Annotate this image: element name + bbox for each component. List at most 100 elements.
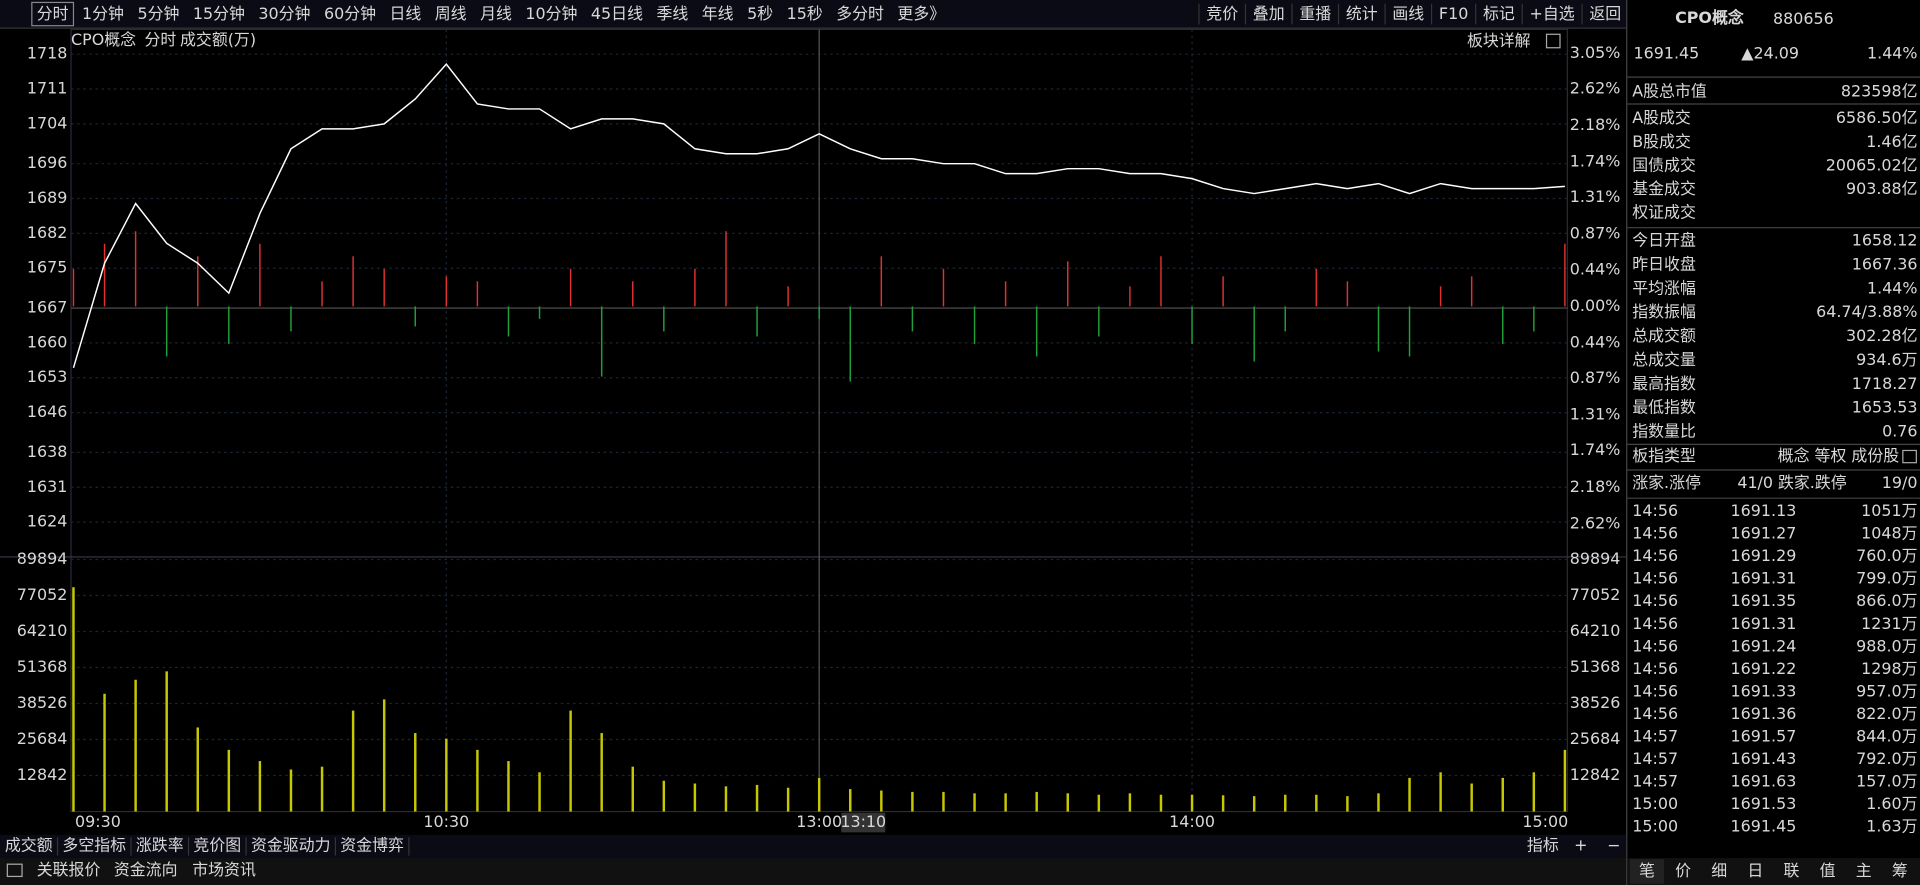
type-icon[interactable] (1902, 449, 1917, 464)
trade-price: 1691.31 (1731, 569, 1797, 588)
y2-tick-label: 2.18% (1570, 115, 1621, 134)
period-tab[interactable]: 日线 (389, 4, 421, 23)
flow-bar (694, 268, 696, 307)
indicator-tab[interactable]: 资金博弈 (340, 835, 404, 854)
volume-bar (165, 671, 168, 812)
y2-tick-label: 3.05% (1570, 43, 1621, 62)
indicator-tool[interactable]: − (1607, 835, 1620, 854)
indicator-tab[interactable]: 涨跌率 (136, 835, 184, 854)
volume-bar (414, 733, 417, 812)
period-tab[interactable]: 5分钟 (137, 4, 179, 23)
flow-bar (1253, 306, 1255, 362)
period-tab[interactable]: 5秒 (747, 4, 773, 23)
volume-bar (1221, 795, 1225, 812)
flow-bar (973, 306, 976, 344)
indicator-tab[interactable]: 成交额 (5, 835, 53, 854)
trade-amount: 866.0万 (1856, 591, 1917, 610)
volume-bar (538, 772, 541, 812)
side-tab[interactable]: 筹 (1892, 861, 1908, 880)
period-tab[interactable]: 季线 (656, 4, 688, 23)
period-tab[interactable]: 30分钟 (258, 4, 310, 23)
tool-button[interactable]: 画线 (1392, 4, 1424, 23)
trade-amount: 822.0万 (1856, 704, 1917, 723)
volume-bar (1470, 783, 1473, 812)
period-tab[interactable]: 45日线 (591, 4, 643, 23)
tool-button[interactable]: 竞价 (1206, 4, 1238, 23)
y-tick-label: 1624 (27, 512, 67, 531)
tool-button[interactable]: 叠加 (1253, 4, 1285, 23)
period-tab[interactable]: 10分钟 (525, 4, 577, 23)
trade-amount: 1048万 (1861, 524, 1917, 543)
flow-bar (352, 256, 354, 307)
cursor-label: 13:10 (840, 812, 886, 831)
indicator-tab[interactable]: 竞价图 (193, 835, 241, 854)
volume-bar (1377, 793, 1380, 812)
trade-time: 14:57 (1632, 726, 1678, 745)
flow-bar (632, 281, 634, 307)
side-tab[interactable]: 日 (1747, 861, 1763, 880)
side-tab[interactable]: 主 (1856, 861, 1872, 880)
tool-button[interactable]: +自选 (1530, 4, 1575, 23)
flow-bar (103, 243, 106, 307)
period-tab[interactable]: 分时 (37, 4, 69, 23)
indicator-tool[interactable]: + (1574, 835, 1587, 854)
trade-price: 1691.33 (1731, 681, 1797, 700)
y-tick-label: 1704 (27, 113, 67, 132)
detail-icon[interactable] (1545, 33, 1561, 49)
flow-bar (911, 306, 914, 332)
tool-button[interactable]: 统计 (1346, 4, 1378, 23)
x-tick-label: 13:00 (796, 812, 842, 831)
indicator-bar-bg (0, 834, 1627, 859)
side-tab[interactable]: 联 (1783, 861, 1799, 880)
volume-bar (196, 727, 199, 812)
tool-button[interactable]: 重播 (1299, 4, 1331, 23)
tool-button[interactable]: 返回 (1589, 4, 1621, 23)
footer-bg (0, 858, 1627, 885)
volume-bar (258, 761, 262, 812)
flow-bar (1408, 306, 1411, 357)
period-tab[interactable]: 15秒 (787, 4, 823, 23)
side-tab[interactable]: 值 (1820, 861, 1836, 880)
period-tab[interactable]: 多分时 (836, 4, 884, 23)
footer-tab[interactable]: 市场资讯 (192, 860, 256, 879)
flow-bar (1067, 261, 1069, 307)
footer-icon[interactable] (6, 863, 23, 878)
volume-bar (755, 784, 759, 812)
flow-bar (1191, 306, 1193, 344)
trade-amount: 1.63万 (1866, 816, 1917, 835)
side-tab[interactable]: 细 (1711, 861, 1727, 880)
volume-bar (1190, 794, 1194, 812)
period-tab[interactable]: 年线 (702, 4, 734, 23)
indicator-tab[interactable]: 多空指标 (62, 835, 126, 854)
indicator-tool[interactable]: 指标 (1527, 835, 1559, 854)
flow-bar (569, 268, 572, 307)
y2-tick-label: 0.44% (1570, 259, 1621, 278)
x-tick-label: 10:30 (423, 812, 469, 831)
period-tab[interactable]: 60分钟 (324, 4, 376, 23)
stat-value: 19/0 (1882, 473, 1918, 492)
period-tab[interactable]: 月线 (480, 4, 512, 23)
flow-bar (942, 268, 945, 307)
tool-button[interactable]: F10 (1439, 4, 1468, 23)
trade-time: 14:56 (1632, 569, 1678, 588)
y2-tick-label: 0.00% (1570, 296, 1621, 315)
indicator-tab[interactable]: 资金驱动力 (251, 835, 331, 854)
stat-label: 基金成交 (1632, 179, 1696, 198)
stat-value: 903.88亿 (1846, 179, 1918, 198)
trade-price: 1691.45 (1731, 816, 1797, 835)
flow-bar (538, 306, 541, 319)
period-tab[interactable]: 1分钟 (82, 4, 124, 23)
trade-amount: 799.0万 (1856, 569, 1917, 588)
volume-tick-label: 51368 (17, 657, 68, 676)
footer-tab[interactable]: 关联报价 (37, 860, 101, 879)
side-tab[interactable]: 价 (1675, 861, 1691, 880)
volume-bar (1439, 772, 1442, 812)
tool-button[interactable]: 标记 (1483, 4, 1515, 23)
period-tab[interactable]: 更多》 (897, 4, 945, 23)
period-tab[interactable]: 15分钟 (193, 4, 245, 23)
period-tab[interactable]: 周线 (435, 4, 467, 23)
detail-link[interactable]: 板块详解 (1467, 31, 1531, 50)
footer-tab[interactable]: 资金流向 (114, 860, 178, 879)
side-tab[interactable]: 笔 (1639, 861, 1655, 880)
